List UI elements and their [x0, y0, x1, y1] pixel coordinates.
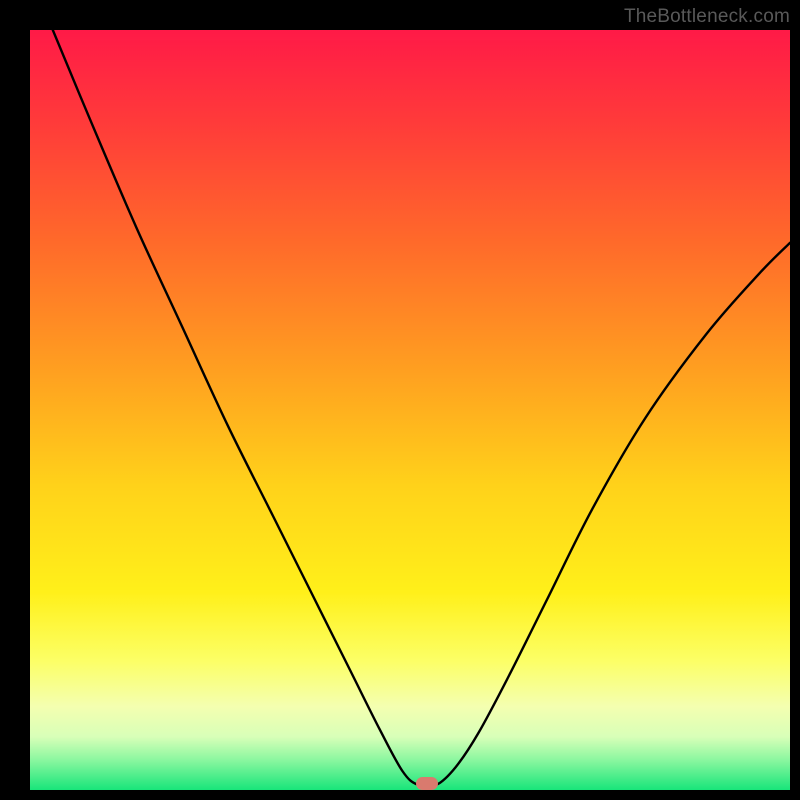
plot-area	[30, 30, 790, 790]
optimal-marker	[416, 777, 438, 790]
chart-container: TheBottleneck.com	[0, 0, 800, 800]
curve-path	[53, 30, 790, 787]
watermark-text: TheBottleneck.com	[624, 6, 790, 28]
bottleneck-curve	[30, 30, 790, 790]
